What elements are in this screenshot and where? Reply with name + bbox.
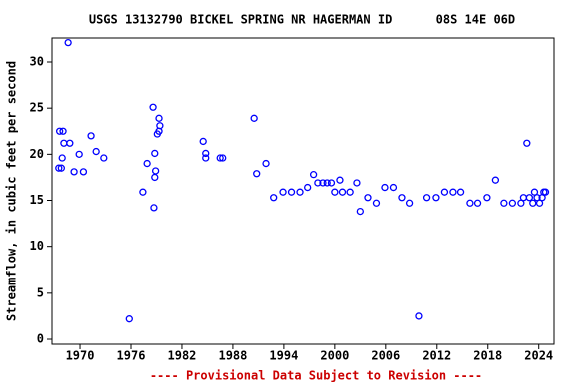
data-point (319, 179, 327, 187)
data-point (491, 176, 500, 184)
y-tick-label: 20 (30, 147, 44, 161)
data-point (202, 154, 210, 162)
data-point (389, 183, 398, 192)
data-point (309, 171, 318, 179)
data-point (304, 183, 312, 192)
data-point (346, 188, 354, 196)
y-tick-label: 30 (30, 55, 44, 69)
data-point (139, 188, 147, 196)
data-point (422, 194, 431, 202)
data-point (125, 315, 133, 323)
data-point (100, 154, 108, 162)
data-point (250, 114, 258, 122)
y-tick-label: 15 (30, 193, 44, 207)
x-tick-label: 1970 (66, 349, 95, 363)
data-point (279, 188, 287, 196)
data-point (415, 312, 423, 320)
data-point (151, 167, 160, 175)
data-point (199, 137, 207, 146)
y-tick-label: 5 (37, 285, 44, 299)
data-point (75, 150, 83, 158)
data-point (331, 188, 339, 196)
data-point (523, 139, 531, 147)
x-tick-label: 1976 (117, 349, 146, 363)
data-point (336, 176, 344, 184)
data-point (151, 149, 159, 158)
footer-note: ---- Provisional Data Subject to Revisio… (150, 369, 482, 383)
data-point (270, 194, 278, 202)
data-point (356, 207, 364, 216)
data-point (338, 188, 347, 196)
data-point (456, 188, 465, 196)
plot-frame (51, 37, 555, 345)
data-point (66, 139, 74, 147)
data-point (314, 179, 322, 187)
data-point (381, 183, 389, 192)
data-point (440, 188, 449, 196)
data-point (156, 122, 164, 130)
data-point (150, 204, 158, 212)
data-point (449, 188, 457, 196)
data-point (155, 114, 163, 122)
x-tick-label: 2006 (371, 349, 400, 363)
y-tick-label: 10 (30, 239, 44, 253)
data-point (405, 199, 414, 207)
data-point (287, 188, 296, 196)
y-axis-label: Streamflow, in cubic feet per second (5, 61, 19, 321)
data-point (466, 199, 474, 207)
data-point (372, 199, 381, 207)
data-point (87, 132, 95, 140)
data-point (143, 159, 151, 168)
data-point (58, 154, 66, 162)
data-point (149, 103, 157, 111)
data-point (219, 154, 227, 162)
data-point (473, 199, 482, 207)
data-point (55, 164, 63, 172)
data-point (57, 164, 65, 172)
y-tick-label: 25 (30, 101, 44, 115)
data-point (216, 154, 224, 162)
y-tick-label: 0 (37, 332, 44, 346)
data-point (55, 127, 64, 135)
x-tick-label: 2018 (473, 349, 502, 363)
x-tick-label: 2024 (524, 349, 553, 363)
data-point (202, 149, 210, 158)
data-point (327, 179, 336, 187)
x-tick-label: 2000 (320, 349, 349, 363)
data-point (525, 194, 534, 202)
data-point (253, 170, 261, 178)
data-point (508, 199, 517, 207)
x-tick-label: 1988 (218, 349, 247, 363)
data-point (483, 194, 491, 202)
data-point (92, 147, 100, 156)
data-point (500, 199, 508, 207)
data-point (262, 159, 270, 168)
data-point (323, 179, 331, 187)
data-point (64, 38, 72, 47)
data-point (296, 188, 304, 196)
data-point (432, 194, 440, 202)
data-point (529, 199, 537, 207)
chart-title: USGS 13132790 BICKEL SPRING NR HAGERMAN … (89, 13, 515, 27)
x-tick-label: 2012 (422, 349, 451, 363)
data-point (541, 188, 550, 196)
data-point (398, 194, 406, 202)
data-point (79, 168, 88, 176)
x-tick-label: 1994 (269, 349, 298, 363)
x-tick-label: 1982 (168, 349, 197, 363)
data-point (353, 179, 361, 187)
data-point (364, 194, 372, 202)
data-point (59, 127, 67, 135)
data-point (70, 168, 78, 176)
